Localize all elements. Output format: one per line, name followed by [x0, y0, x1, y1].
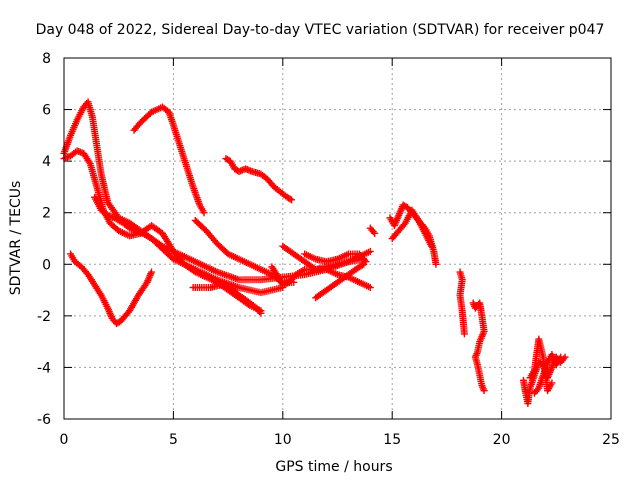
series-track-e	[130, 103, 208, 217]
data-point	[200, 209, 208, 217]
data-point	[460, 330, 468, 338]
y-tick-label: -6	[37, 412, 51, 428]
data-point	[148, 268, 156, 276]
series-track-h	[189, 281, 265, 317]
data-point	[257, 309, 265, 317]
series-track-d	[67, 250, 156, 328]
y-tick-label: 0	[42, 257, 51, 273]
x-tick-label: 20	[493, 432, 511, 448]
y-tick-label: -4	[37, 360, 51, 376]
y-tick-label: 6	[42, 103, 51, 119]
y-tick-label: 8	[42, 51, 51, 67]
data-point	[360, 260, 368, 268]
series-track-j	[301, 250, 370, 266]
grid	[63, 57, 612, 420]
series-track-m	[366, 224, 379, 237]
data-point	[371, 229, 379, 237]
series-track-t	[530, 351, 565, 397]
tick-labels: 0 5 10 15 20 25 -6 -4 -2 0 2 4 6 8	[37, 51, 620, 448]
y-axis-label: SDTVAR / TECUs	[8, 181, 24, 296]
data-point	[557, 353, 565, 361]
series-track-g	[222, 155, 296, 204]
data-point	[358, 261, 366, 269]
data-point	[310, 264, 318, 272]
data-point	[366, 283, 374, 291]
data-point	[366, 247, 374, 255]
x-tick-label: 0	[60, 432, 69, 448]
x-tick-label: 15	[383, 432, 401, 448]
data-marks	[60, 98, 569, 408]
data-point	[432, 260, 440, 268]
series-track-l	[312, 260, 368, 302]
data-point	[428, 242, 436, 250]
y-tick-label: 2	[42, 206, 51, 222]
x-tick-label: 5	[169, 432, 178, 448]
series-track-k	[279, 242, 374, 291]
y-tick-label: -2	[37, 309, 51, 325]
data-point	[480, 387, 488, 395]
x-tick-label: 10	[274, 432, 292, 448]
data-point	[361, 256, 369, 264]
x-axis-label: GPS time / hours	[275, 459, 392, 475]
data-point	[288, 196, 296, 204]
chart-title: Day 048 of 2022, Sidereal Day-to-day VTE…	[36, 22, 605, 38]
data-point	[548, 379, 556, 387]
series-track-o	[388, 206, 436, 250]
data-point	[286, 195, 294, 203]
y-tick-label: 4	[42, 154, 51, 170]
series-track-p	[456, 268, 468, 338]
plot-frame	[63, 57, 612, 420]
series-track-q	[469, 299, 488, 395]
x-tick-label: 25	[602, 432, 620, 448]
